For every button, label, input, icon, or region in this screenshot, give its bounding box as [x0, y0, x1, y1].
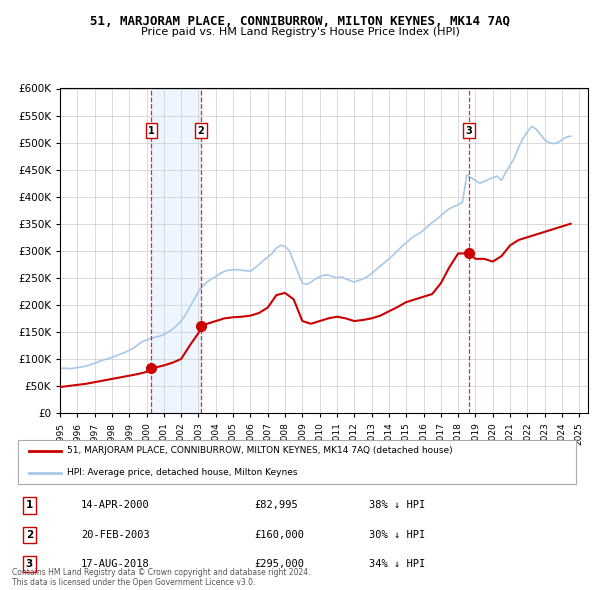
- Text: 17-AUG-2018: 17-AUG-2018: [81, 559, 150, 569]
- Text: 20-FEB-2003: 20-FEB-2003: [81, 530, 150, 540]
- Text: 30% ↓ HPI: 30% ↓ HPI: [369, 530, 425, 540]
- Text: £82,995: £82,995: [254, 500, 298, 510]
- Text: 3: 3: [466, 126, 472, 136]
- Text: Price paid vs. HM Land Registry's House Price Index (HPI): Price paid vs. HM Land Registry's House …: [140, 27, 460, 37]
- Text: 2: 2: [26, 530, 33, 540]
- Text: 51, MARJORAM PLACE, CONNIBURROW, MILTON KEYNES, MK14 7AQ (detached house): 51, MARJORAM PLACE, CONNIBURROW, MILTON …: [67, 446, 452, 455]
- Text: 51, MARJORAM PLACE, CONNIBURROW, MILTON KEYNES, MK14 7AQ: 51, MARJORAM PLACE, CONNIBURROW, MILTON …: [90, 15, 510, 28]
- Text: 14-APR-2000: 14-APR-2000: [81, 500, 150, 510]
- Text: £160,000: £160,000: [254, 530, 304, 540]
- Text: 3: 3: [26, 559, 33, 569]
- Text: Contains HM Land Registry data © Crown copyright and database right 2024.
This d: Contains HM Land Registry data © Crown c…: [12, 568, 311, 587]
- Text: 34% ↓ HPI: 34% ↓ HPI: [369, 559, 425, 569]
- Text: 1: 1: [26, 500, 33, 510]
- Text: 1: 1: [148, 126, 155, 136]
- Text: HPI: Average price, detached house, Milton Keynes: HPI: Average price, detached house, Milt…: [67, 468, 297, 477]
- Text: £295,000: £295,000: [254, 559, 304, 569]
- Text: 38% ↓ HPI: 38% ↓ HPI: [369, 500, 425, 510]
- Bar: [151, 88, 201, 413]
- Text: 2: 2: [197, 126, 204, 136]
- FancyBboxPatch shape: [18, 440, 577, 484]
